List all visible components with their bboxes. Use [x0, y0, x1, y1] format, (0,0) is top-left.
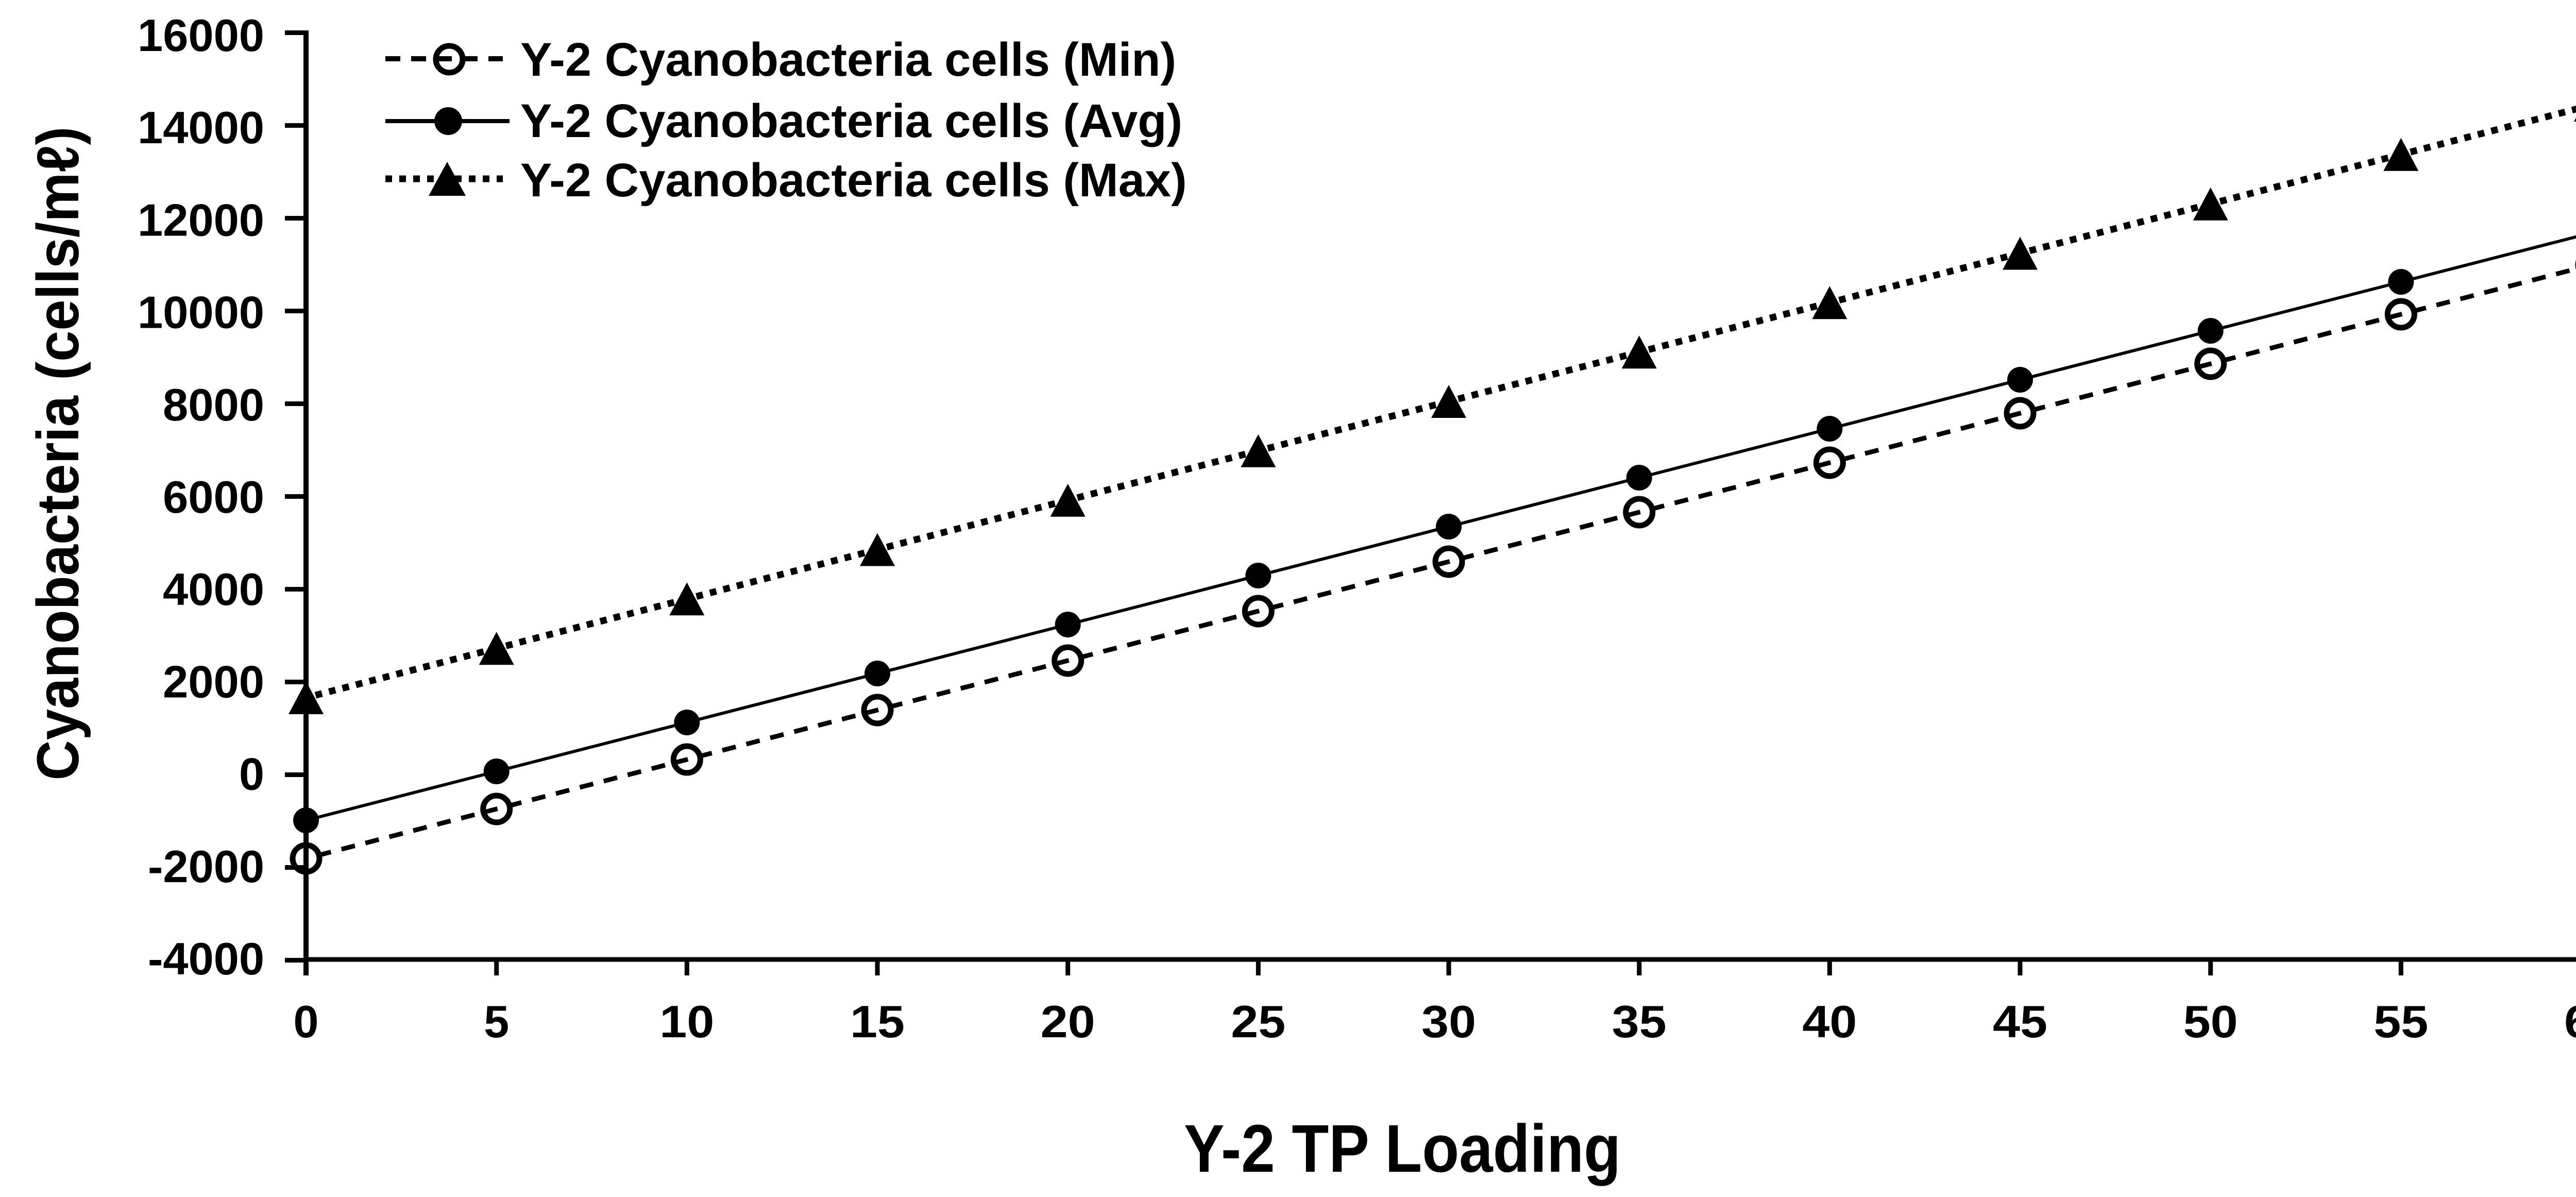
svg-text:Cyanobacteria (cells/mℓ): Cyanobacteria (cells/mℓ) — [25, 127, 91, 781]
svg-text:16000: 16000 — [138, 10, 264, 61]
svg-text:2000: 2000 — [163, 656, 264, 707]
svg-text:50: 50 — [2183, 996, 2238, 1047]
svg-text:0: 0 — [294, 996, 319, 1047]
svg-text:Y-2 Cyanobacteria cells (Max): Y-2 Cyanobacteria cells (Max) — [520, 154, 1187, 207]
svg-text:20: 20 — [1041, 996, 1095, 1047]
svg-text:8000: 8000 — [163, 379, 264, 430]
svg-text:4000: 4000 — [163, 564, 264, 615]
svg-text:14000: 14000 — [138, 102, 264, 153]
svg-text:30: 30 — [1421, 996, 1476, 1047]
svg-text:Y-2 Cyanobacteria cells (Min): Y-2 Cyanobacteria cells (Min) — [520, 33, 1176, 86]
svg-text:10: 10 — [659, 996, 714, 1047]
svg-text:60: 60 — [2564, 996, 2576, 1047]
svg-text:6000: 6000 — [163, 471, 264, 522]
svg-text:45: 45 — [1993, 996, 2047, 1047]
svg-text:Y-2 TP Loading: Y-2 TP Loading — [1184, 1110, 1621, 1186]
svg-text:0: 0 — [239, 749, 264, 800]
svg-text:40: 40 — [1802, 996, 1857, 1047]
svg-text:Y-2 Cyanobacteria cells (Avg): Y-2 Cyanobacteria cells (Avg) — [520, 95, 1182, 147]
svg-text:35: 35 — [1612, 996, 1667, 1047]
svg-text:25: 25 — [1231, 996, 1285, 1047]
svg-text:55: 55 — [2374, 996, 2428, 1047]
svg-text:10000: 10000 — [138, 287, 264, 338]
svg-text:-2000: -2000 — [148, 841, 264, 892]
svg-text:12000: 12000 — [138, 194, 264, 245]
svg-text:15: 15 — [850, 996, 905, 1047]
svg-text:-4000: -4000 — [148, 933, 264, 984]
svg-text:5: 5 — [484, 996, 509, 1047]
